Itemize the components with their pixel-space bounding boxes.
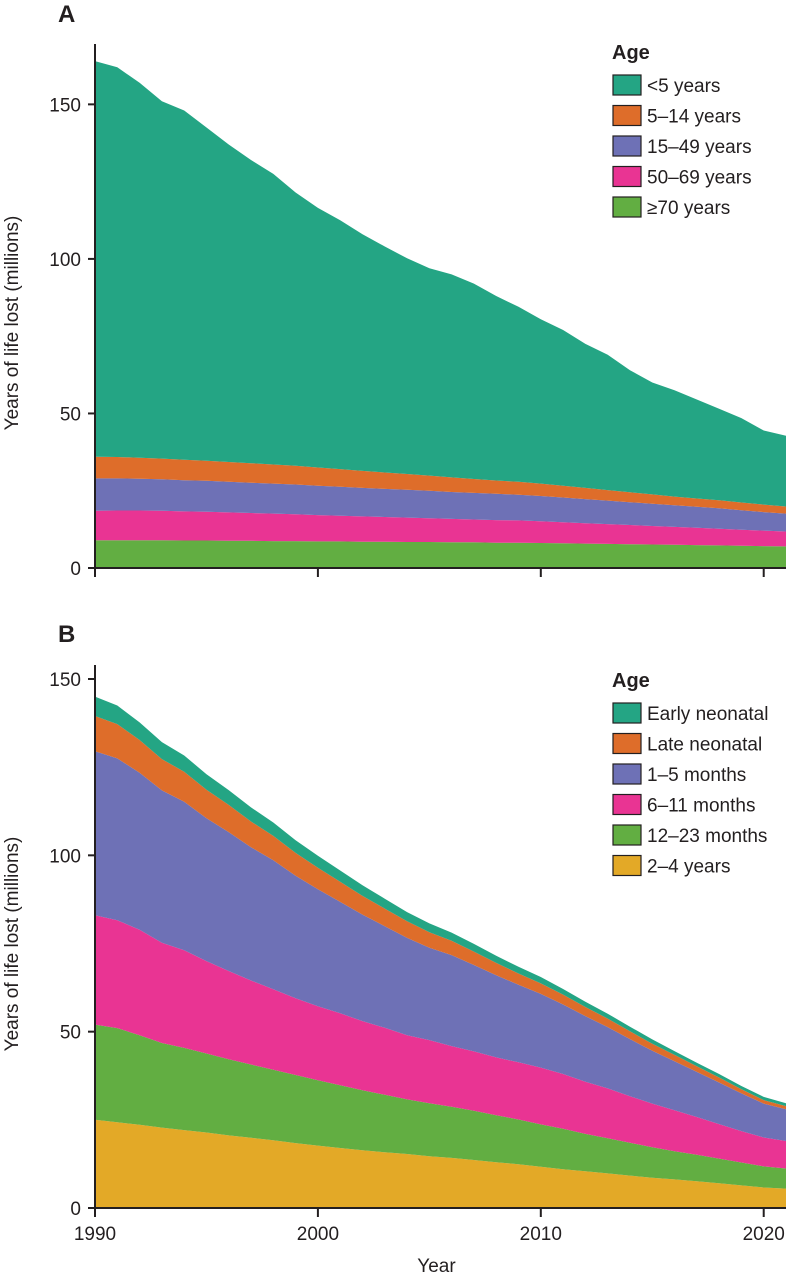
panel-a-legend-label-50-69-years: 50–69 years (647, 168, 752, 189)
panel-b-areas (95, 696, 786, 1208)
panel-a-label: A (58, 1, 75, 28)
panel-b-y-axis-title: Years of life lost (millions) (2, 837, 23, 1052)
panel-a-area-5-14-years (95, 456, 786, 514)
panel-b-y-tick-label: 100 (49, 846, 81, 867)
panel-a-legend-swatch-5-14-years (612, 104, 642, 127)
panel-a-chart: 0 50 100 150 A Years of life lost (millions) A… (2, 1, 786, 580)
panel-a-legend-label-lt5-years: <5 years (647, 76, 720, 97)
panel-a-y-axis-title: Years of life lost (millions) (2, 216, 23, 431)
panel-a-legend-swatch-ge70-years (612, 196, 642, 218)
panel-b-legend-label-late-neonatal: Late neonatal (647, 735, 762, 756)
panel-a-legend-label-ge70-years: ≥70 years (647, 198, 730, 219)
panel-b-y-tick-label: 150 (49, 670, 81, 691)
panel-b-legend-label-1-5-months: 1–5 months (647, 765, 746, 786)
panel-b-area-12-23-months (95, 1024, 786, 1189)
panel-b-area-2-4-years (95, 1119, 786, 1208)
panel-b-x-tick-label: 2010 (520, 1224, 562, 1245)
panel-a-y-tick-label: 100 (49, 250, 81, 271)
panel-a-area-lt5-years (95, 61, 786, 507)
panel-b-legend-label-2-4-years: 2–4 years (647, 857, 730, 878)
panel-b-legend-swatch-12-23-months (612, 824, 642, 846)
panel-b-y-tick-label: 0 (70, 1199, 81, 1220)
panel-a-y-tick-label: 150 (49, 95, 81, 116)
panel-b-y-tick-label: 50 (60, 1023, 81, 1044)
panel-b-legend-swatch-6-11-months (612, 793, 642, 816)
panel-b-legend-label-12-23-months: 12–23 months (647, 826, 767, 847)
panel-b-legend: Age Early neonatal Late neonatal 1–5 months… (612, 670, 768, 878)
panel-b-x-tick-label: 2000 (297, 1224, 339, 1245)
panel-b-legend-title: Age (612, 670, 650, 692)
panel-b-x-axis-title: Year (417, 1256, 456, 1277)
panel-a-area-ge70-years (95, 540, 786, 568)
panel-a-legend-label-15-49-years: 15–49 years (647, 137, 752, 158)
panel-b-legend-swatch-early-neonatal (612, 702, 642, 724)
panel-a-legend: Age <5 years 5–14 years 15–49 years 50–69 ye… (612, 42, 752, 219)
panel-a-y-tick-label: 50 (60, 404, 81, 425)
panel-b-label: B (58, 621, 75, 648)
panel-b-x-tick-label: 2020 (743, 1224, 785, 1245)
panel-b-legend-swatch-2-4-years (612, 854, 642, 877)
panel-a-legend-swatch-15-49-years (612, 135, 642, 157)
panel-a-areas (95, 61, 786, 568)
panel-b-legend-swatch-1-5-months (612, 763, 642, 785)
panel-b-legend-label-6-11-months: 6–11 months (647, 796, 755, 817)
panel-a-legend-swatch-lt5-years (612, 74, 642, 96)
panel-a-legend-swatch-50-69-years (612, 165, 642, 188)
panel-b-area-6-11-months (95, 915, 786, 1169)
panel-a-y-tick-label: 0 (70, 559, 81, 580)
panel-a-area-50-69-years (95, 510, 786, 547)
panel-a-legend-label-5-14-years: 5–14 years (647, 107, 741, 128)
panel-b-area-1-5-months (95, 751, 786, 1141)
panel-a-area-15-49-years (95, 478, 786, 532)
panel-a-legend-title: Age (612, 42, 650, 64)
panel-b-legend-swatch-late-neonatal (612, 732, 642, 755)
panel-b-legend-label-early-neonatal: Early neonatal (647, 704, 768, 725)
panel-b-chart: 0 50 100 150 1990 2000 2010 2020 B Years of life … (2, 621, 786, 1277)
panel-b-x-tick-label: 1990 (74, 1224, 116, 1245)
